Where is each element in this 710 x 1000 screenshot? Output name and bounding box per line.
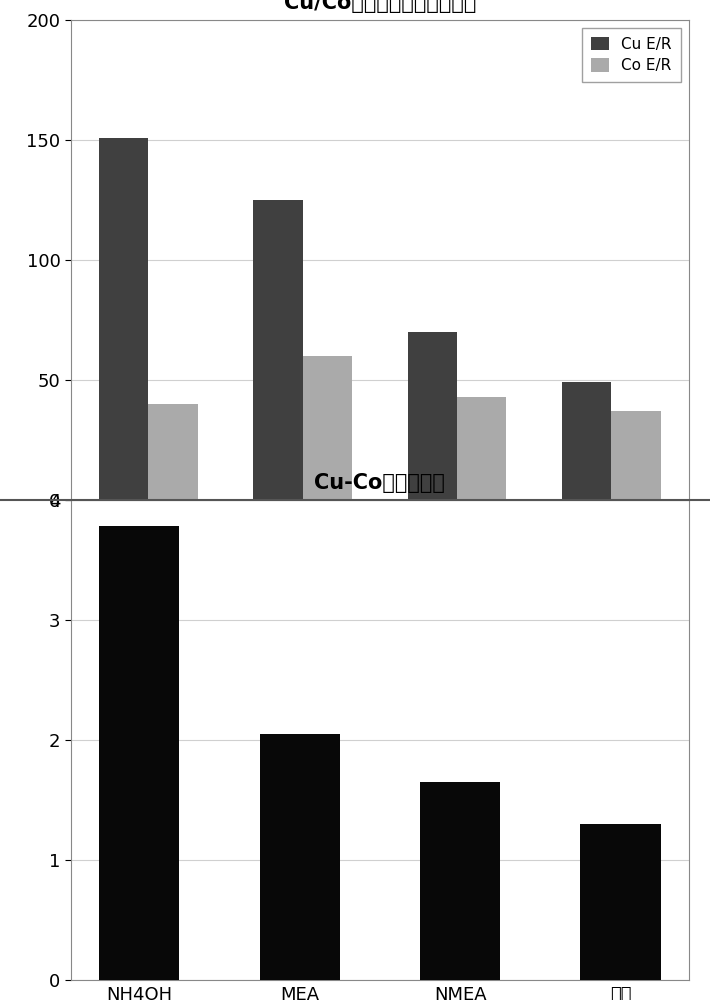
Bar [562,382,611,500]
Bar [148,404,198,500]
Bar [302,356,352,500]
Title: Cu-Co虰刻选择性: Cu-Co虰刻选择性 [315,473,445,493]
Bar [99,526,180,980]
Bar [611,411,660,500]
Bar [580,824,660,980]
Legend: Cu E/R, Co E/R: Cu E/R, Co E/R [581,28,681,82]
Bar [408,332,457,500]
Bar [99,138,148,500]
Bar [457,397,506,500]
Bar [253,200,302,500]
Bar [420,782,500,980]
Title: Cu/Co虰刻速率的虰刻剂效应: Cu/Co虰刻速率的虰刻剂效应 [284,0,476,13]
Bar [260,734,340,980]
